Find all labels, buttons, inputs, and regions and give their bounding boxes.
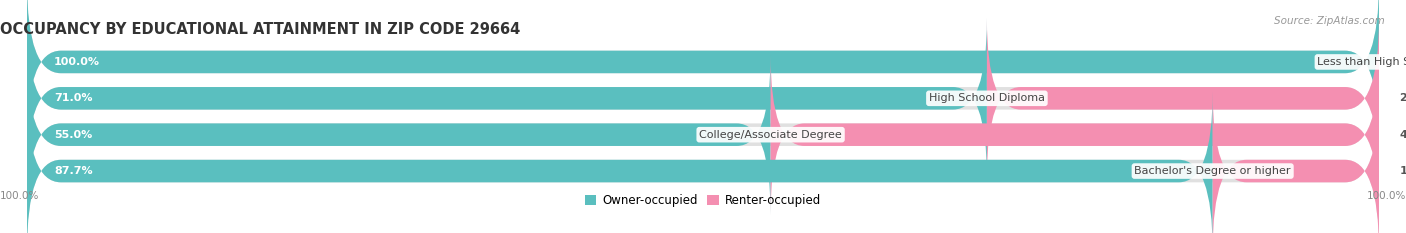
Text: 100.0%: 100.0% [1367, 191, 1406, 201]
Text: Bachelor's Degree or higher: Bachelor's Degree or higher [1135, 166, 1291, 176]
FancyBboxPatch shape [27, 91, 1212, 233]
FancyBboxPatch shape [27, 55, 1379, 214]
Text: 87.7%: 87.7% [53, 166, 93, 176]
Text: 100.0%: 100.0% [0, 191, 39, 201]
FancyBboxPatch shape [27, 55, 770, 214]
Text: Less than High School: Less than High School [1317, 57, 1406, 67]
FancyBboxPatch shape [27, 19, 1379, 178]
Text: High School Diploma: High School Diploma [929, 93, 1045, 103]
FancyBboxPatch shape [27, 91, 1379, 233]
Text: 12.3%: 12.3% [1399, 166, 1406, 176]
Text: Source: ZipAtlas.com: Source: ZipAtlas.com [1274, 16, 1385, 26]
Text: 29.0%: 29.0% [1399, 93, 1406, 103]
Text: 100.0%: 100.0% [53, 57, 100, 67]
Text: 45.0%: 45.0% [1399, 130, 1406, 140]
FancyBboxPatch shape [27, 19, 987, 178]
FancyBboxPatch shape [987, 19, 1379, 178]
FancyBboxPatch shape [27, 0, 1379, 142]
FancyBboxPatch shape [770, 55, 1379, 214]
Text: 55.0%: 55.0% [53, 130, 93, 140]
Text: 71.0%: 71.0% [53, 93, 93, 103]
FancyBboxPatch shape [27, 0, 1379, 142]
FancyBboxPatch shape [1212, 91, 1379, 233]
Text: OCCUPANCY BY EDUCATIONAL ATTAINMENT IN ZIP CODE 29664: OCCUPANCY BY EDUCATIONAL ATTAINMENT IN Z… [0, 22, 520, 37]
Text: College/Associate Degree: College/Associate Degree [699, 130, 842, 140]
Legend: Owner-occupied, Renter-occupied: Owner-occupied, Renter-occupied [579, 190, 827, 212]
